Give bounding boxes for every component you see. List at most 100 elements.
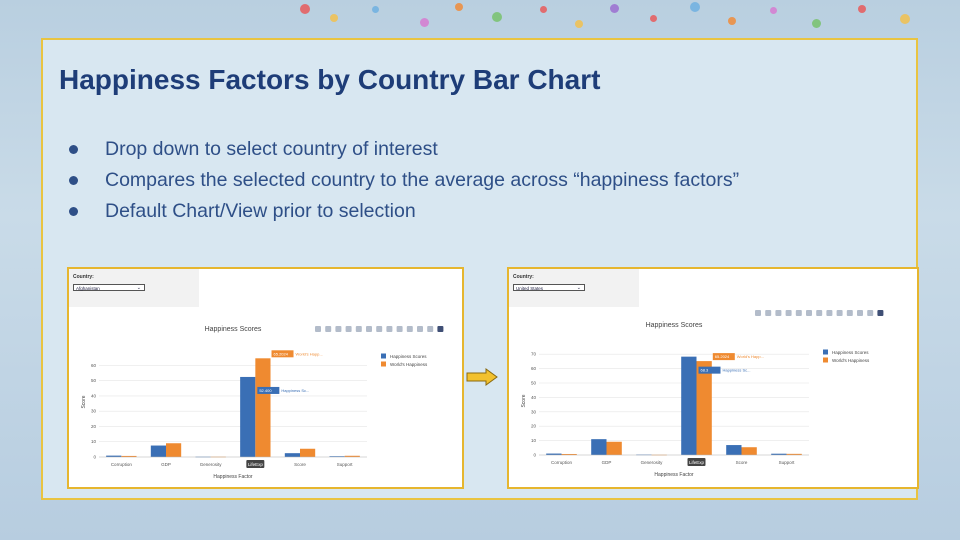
y-tick-label: 50 <box>91 378 97 383</box>
x-tick-label: Score <box>736 460 748 465</box>
x-tick-label: Support <box>779 460 796 465</box>
bar-lifeexp-world[interactable] <box>696 361 712 455</box>
bar-gdp-world[interactable] <box>166 443 182 457</box>
hover-value-label: 65.2024 <box>274 351 289 356</box>
pan-icon[interactable] <box>775 310 782 316</box>
bar-corruption-world[interactable] <box>121 455 137 457</box>
spike-icon[interactable] <box>406 326 413 332</box>
arrow-right-icon <box>466 368 498 386</box>
camera-icon[interactable] <box>315 326 321 332</box>
hover-value-box <box>712 353 735 361</box>
x-tick-label: LifeExp <box>689 460 705 465</box>
bar-score-world[interactable] <box>741 447 757 455</box>
bar-corruption-world[interactable] <box>561 453 577 455</box>
y-tick-label: 10 <box>531 438 537 443</box>
bullet-dot-icon <box>69 176 78 185</box>
x-tick-label: Corruption <box>551 460 573 465</box>
bar-support-world[interactable] <box>344 455 360 457</box>
spike-icon[interactable] <box>846 310 853 316</box>
slide-title: Happiness Factors by Country Bar Chart <box>59 64 601 95</box>
zoom-out-icon[interactable] <box>376 326 383 332</box>
y-tick-label: 40 <box>531 395 537 400</box>
bullet-item: Default Chart/View prior to selection <box>69 196 739 227</box>
y-tick-label: 30 <box>91 409 97 414</box>
x-tick-label: LifeExp <box>248 462 264 467</box>
y-tick-label: 20 <box>531 424 537 429</box>
bar-support-country[interactable] <box>771 453 787 455</box>
plotly-logo-icon[interactable] <box>437 326 444 332</box>
country-dropdown[interactable]: Afghanistan ⌄ <box>73 284 145 291</box>
zoom-out-icon[interactable] <box>816 310 823 316</box>
modebar <box>315 326 444 332</box>
legend-swatch[interactable] <box>381 353 386 359</box>
reset-axes-icon[interactable] <box>836 310 843 316</box>
country-dropdown-value: Afghanistan <box>76 286 100 291</box>
legend-label[interactable]: Happiness Scores <box>832 350 869 355</box>
legend-label[interactable]: Happiness Scores <box>390 354 427 359</box>
lasso-icon[interactable] <box>355 326 362 332</box>
zoom-icon[interactable] <box>325 326 332 332</box>
bar-corruption-country[interactable] <box>546 453 562 455</box>
bar-support-country[interactable] <box>329 456 345 457</box>
hover-value-box <box>698 366 721 374</box>
bar-score-world[interactable] <box>300 448 316 457</box>
lasso-icon[interactable] <box>795 310 802 316</box>
hover-series-label: Happiness Sc... <box>723 368 751 373</box>
autoscale-icon[interactable] <box>826 310 833 316</box>
zoom-icon[interactable] <box>765 310 772 316</box>
bar-support-world[interactable] <box>786 453 802 455</box>
bar-lifeexp-country[interactable] <box>681 356 697 455</box>
screenshot-selected-view: Country: United States ⌄ Happiness Scores… <box>507 267 919 489</box>
x-axis-label: Happiness Factor <box>654 472 694 478</box>
country-label: Country: <box>513 274 534 280</box>
camera-icon[interactable] <box>755 310 761 316</box>
chart-title: Happiness Scores <box>205 326 262 333</box>
legend-label[interactable]: World's Happiness <box>832 358 870 363</box>
bar-chart: Happiness Scores 0 10 20 30 40 50 60 Score Corrup… <box>81 326 444 480</box>
bar-gdp-country[interactable] <box>591 439 607 455</box>
bullet-dot-icon <box>69 207 78 216</box>
country-control-panel: Country: Afghanistan ⌄ <box>69 269 199 307</box>
bar-score-country[interactable] <box>726 445 742 455</box>
hover-series-label: World's Happ... <box>737 354 764 359</box>
bar-lifeexp-country[interactable] <box>240 376 256 457</box>
autoscale-icon[interactable] <box>386 326 393 332</box>
bar-gdp-country[interactable] <box>150 445 166 457</box>
bullet-item: Drop down to select country of interest <box>69 134 739 165</box>
box-select-icon[interactable] <box>785 310 792 316</box>
hover-closest-icon[interactable] <box>857 310 863 316</box>
legend-swatch[interactable] <box>381 361 386 367</box>
box-select-icon[interactable] <box>345 326 352 332</box>
chart-title: Happiness Scores <box>646 322 703 329</box>
hover-compare-icon[interactable] <box>427 326 434 332</box>
hover-series-label: World's Happ... <box>296 351 323 356</box>
legend-swatch[interactable] <box>823 349 828 355</box>
x-axis-label: Happiness Factor <box>213 474 253 480</box>
legend-label[interactable]: World's Happiness <box>390 362 428 367</box>
pan-icon[interactable] <box>335 326 342 332</box>
hover-series-label: Happiness Sc... <box>281 388 309 393</box>
plotly-logo-icon[interactable] <box>877 310 884 316</box>
bar-gdp-world[interactable] <box>606 441 622 455</box>
bullet-dot-icon <box>69 145 78 154</box>
zoom-in-icon[interactable] <box>366 326 372 332</box>
bar-corruption-country[interactable] <box>106 455 122 457</box>
bullet-text: Compares the selected country to the ave… <box>105 169 740 191</box>
zoom-in-icon[interactable] <box>806 310 812 316</box>
legend-swatch[interactable] <box>823 357 828 363</box>
country-control-panel: Country: United States ⌄ <box>509 269 639 307</box>
x-hover-label-bg <box>246 460 265 468</box>
x-tick-label: Generosity <box>200 462 223 467</box>
bar-score-country[interactable] <box>284 453 300 457</box>
y-tick-label: 60 <box>91 363 97 368</box>
hover-closest-icon[interactable] <box>417 326 423 332</box>
y-tick-label: 50 <box>531 381 537 386</box>
country-dropdown[interactable]: United States ⌄ <box>513 284 585 291</box>
bar-lifeexp-world[interactable] <box>255 358 271 457</box>
y-tick-label: 0 <box>93 455 96 460</box>
hover-compare-icon[interactable] <box>867 310 874 316</box>
country-dropdown-value: United States <box>516 286 544 291</box>
confetti-decoration <box>0 0 960 40</box>
reset-axes-icon[interactable] <box>396 326 403 332</box>
y-tick-label: 70 <box>531 352 537 357</box>
